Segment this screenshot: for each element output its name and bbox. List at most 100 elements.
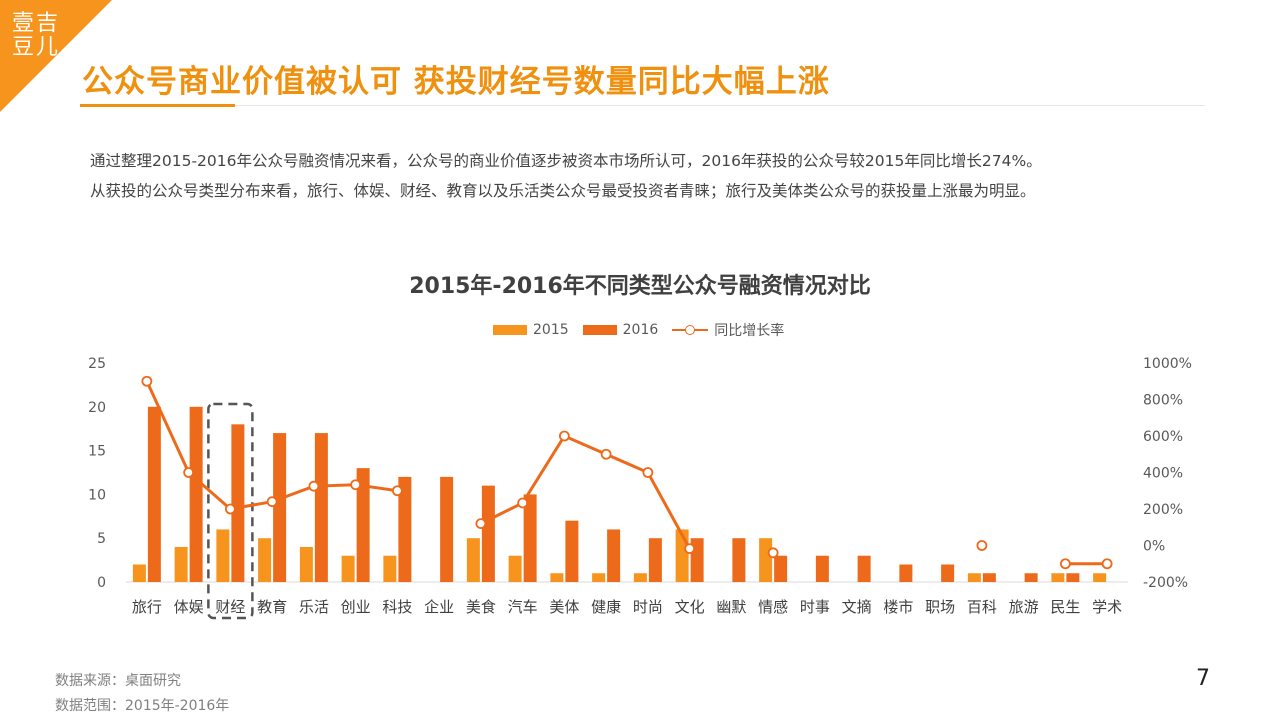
y-right-tick-label: 800%: [1143, 393, 1183, 409]
growth-rate-point: [767, 547, 779, 559]
bar-2015: [967, 573, 981, 582]
bar-2015: [759, 538, 773, 582]
x-tick-label: 体娱: [174, 598, 204, 616]
bar-2016: [982, 573, 996, 582]
svg-text:壹: 壹: [12, 11, 34, 36]
x-tick-label: 财经: [215, 598, 245, 616]
x-tick-label: 学术: [1092, 598, 1122, 616]
bar-2015: [550, 573, 564, 582]
bar-2016: [273, 433, 287, 582]
growth-rate-point: [266, 496, 278, 508]
bar-2016: [1066, 573, 1080, 582]
svg-text:儿: 儿: [36, 35, 58, 60]
x-tick-label: 旅游: [1009, 598, 1039, 616]
y-left-tick-label: 15: [88, 444, 106, 460]
bar-2016: [481, 485, 495, 582]
growth-rate-point: [1059, 558, 1071, 570]
bar-2016: [398, 476, 412, 582]
growth-rate-point: [558, 430, 570, 442]
intro-text: 通过整理2015-2016年公众号融资情况来看，公众号的商业价值逐步被资本市场所…: [90, 146, 1200, 206]
bar-2016: [356, 468, 370, 582]
y-right-tick-label: 400%: [1143, 466, 1183, 482]
legend-label-2015: 2015: [533, 322, 569, 338]
x-tick-label: 乐活: [299, 598, 329, 616]
x-tick-label: 企业: [424, 598, 454, 616]
combo-chart: 0 5 10 15 20 25 -200% 0% 200% 400% 600% 800% 1000% 旅行…: [88, 356, 1192, 620]
growth-rate-point: [224, 503, 236, 515]
bar-2015: [633, 573, 647, 582]
bar-2015: [258, 538, 272, 582]
x-tick-label: 情感: [758, 598, 788, 616]
legend-rate: 同比增长率: [672, 320, 784, 340]
bar-2016: [314, 433, 328, 582]
page-title: 公众号商业价值被认可 获投财经号数量同比大幅上涨: [82, 64, 830, 100]
growth-rate-point: [141, 375, 153, 387]
title-divider: [235, 105, 1205, 106]
bar-2016: [523, 494, 537, 582]
y-left-tick-label: 10: [88, 487, 106, 503]
svg-text:豆: 豆: [12, 35, 34, 60]
growth-rate-point: [684, 543, 696, 555]
bar-2016: [147, 406, 161, 582]
bar-2016: [899, 564, 913, 582]
y-left-tick-label: 25: [88, 356, 106, 372]
bar-2016: [440, 476, 454, 582]
legend-swatch-rate: [672, 325, 709, 335]
legend-2016: 2016: [582, 322, 658, 338]
x-tick-label: 幽默: [716, 598, 746, 616]
bar-2015: [508, 555, 522, 582]
y-left-tick-label: 0: [97, 575, 106, 591]
x-tick-label: 科技: [382, 598, 412, 616]
x-tick-label: 教育: [257, 598, 287, 616]
legend-swatch-2016: [582, 325, 617, 335]
y-right-tick-label: 600%: [1143, 429, 1183, 445]
page-number: 7: [1196, 666, 1210, 691]
bar-2016: [231, 424, 245, 582]
bar-2015: [216, 529, 230, 582]
bar-2016: [607, 529, 621, 582]
growth-rate-point: [475, 518, 487, 530]
svg-text:吉: 吉: [36, 11, 58, 36]
bar-2015: [299, 546, 313, 582]
bar-2015: [132, 564, 146, 582]
highlight-box: [207, 402, 254, 620]
y-right-tick-label: 200%: [1143, 502, 1183, 518]
growth-rate-point: [642, 467, 654, 478]
x-tick-label: 民生: [1050, 598, 1080, 616]
y-right-tick-label: 1000%: [1143, 356, 1192, 372]
bar-2015: [341, 555, 355, 582]
growth-rate-point: [976, 540, 988, 551]
bar-2015: [383, 555, 397, 582]
bar-2015: [174, 546, 188, 582]
brand-logo: 壹 吉 豆 儿: [0, 0, 112, 112]
intro-line-1: 通过整理2015-2016年公众号融资情况来看，公众号的商业价值逐步被资本市场所…: [90, 152, 1042, 170]
y-right-tick-label: -200%: [1143, 575, 1188, 591]
x-tick-label: 职场: [925, 598, 955, 616]
x-tick-label: 楼市: [883, 598, 913, 616]
y-right-tick-label: 0%: [1143, 539, 1165, 555]
growth-rate-line: [480, 434, 691, 550]
x-tick-label: 旅行: [132, 598, 162, 616]
y-left-tick-label: 20: [88, 400, 106, 416]
x-tick-label: 时尚: [633, 598, 663, 616]
chart-title: 2015年-2016年不同类型公众号融资情况对比: [409, 274, 871, 299]
bar-2016: [648, 538, 662, 582]
bar-2015: [466, 538, 480, 582]
bar-2016: [565, 520, 579, 582]
bar-2016: [189, 406, 203, 582]
legend-2015: 2015: [493, 322, 569, 338]
growth-rate-point: [308, 480, 320, 492]
bar-2016: [1024, 573, 1038, 582]
growth-rate-point: [183, 467, 195, 478]
bar-2015: [592, 573, 606, 582]
bar-2015: [1051, 573, 1065, 582]
data-source: 数据来源：桌面研究: [55, 673, 181, 689]
bar-2015: [1093, 573, 1107, 582]
x-tick-label: 美体: [549, 598, 579, 616]
x-tick-label: 百科: [967, 598, 997, 616]
x-tick-label: 健康: [591, 598, 621, 616]
x-tick-label: 汽车: [508, 598, 538, 616]
x-tick-label: 文化: [675, 598, 705, 616]
bar-2016: [815, 555, 829, 582]
growth-rate-point: [350, 479, 362, 491]
